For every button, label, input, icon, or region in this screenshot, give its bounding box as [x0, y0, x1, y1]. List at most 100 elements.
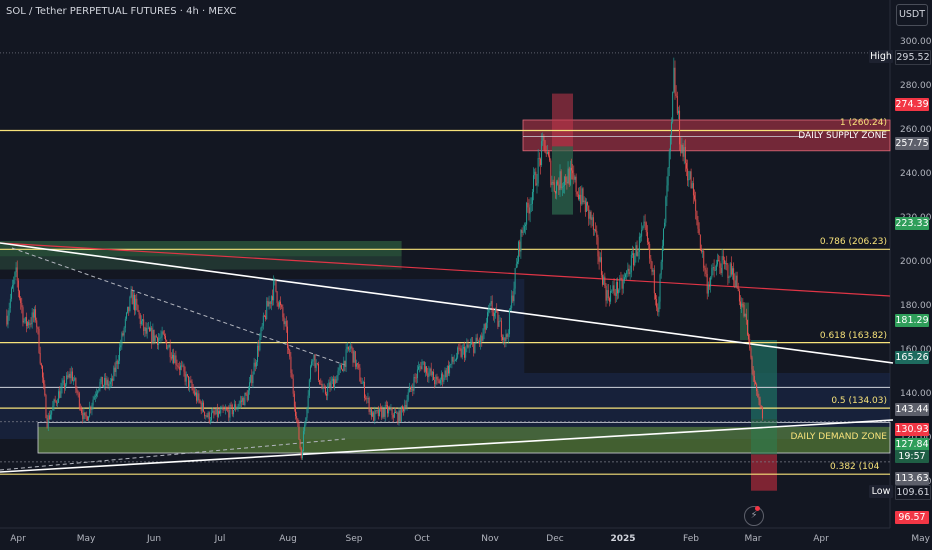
candle [405, 400, 407, 410]
candle [388, 406, 390, 417]
candle [263, 314, 265, 318]
candle [176, 359, 178, 371]
candle [53, 398, 55, 411]
fib-level-label: 0.618 (163.82) [819, 330, 887, 341]
candle [436, 373, 438, 385]
candle [759, 396, 761, 410]
candle [451, 354, 453, 369]
candle [360, 377, 362, 385]
long-stop-box [751, 454, 777, 491]
candle [430, 362, 432, 377]
candle [91, 402, 93, 416]
candle [479, 337, 480, 347]
candle [220, 405, 222, 417]
lightning-icon[interactable]: ⚡ [744, 506, 764, 526]
candle [498, 314, 500, 327]
candle [462, 343, 464, 355]
candle [192, 383, 194, 394]
candle [288, 344, 290, 354]
candle [441, 370, 442, 385]
candle [595, 222, 597, 233]
candle [205, 414, 207, 420]
candle [152, 323, 154, 345]
candle [189, 376, 191, 393]
candle [37, 326, 39, 335]
candle [359, 363, 361, 382]
candle [700, 244, 702, 254]
candle [58, 388, 60, 404]
candle [35, 305, 37, 323]
candle [614, 289, 616, 304]
candle [352, 347, 354, 367]
demand-zone-border [37, 422, 891, 454]
candle [636, 240, 638, 257]
candle [358, 361, 360, 370]
candle [350, 342, 352, 353]
candle [414, 373, 416, 383]
candle [12, 279, 14, 289]
candle [38, 326, 40, 354]
candle [507, 329, 509, 344]
candle [304, 421, 306, 435]
candle [85, 411, 87, 422]
x-tick-label: Jul [214, 534, 226, 544]
candle [269, 301, 271, 309]
price-badge: 127.84 [895, 438, 929, 451]
candle [516, 255, 518, 268]
candle [199, 399, 201, 404]
candle [351, 344, 353, 354]
candle [230, 401, 232, 409]
candle [84, 412, 86, 420]
candle [326, 391, 327, 401]
candle [539, 157, 541, 175]
candle [552, 179, 554, 185]
green-box-lower [0, 256, 402, 270]
currency-button[interactable]: USDT [896, 4, 928, 26]
candle [16, 260, 18, 288]
candle [598, 251, 600, 270]
candle [472, 337, 474, 347]
x-tick-label: Apr [813, 534, 829, 544]
candle [422, 361, 424, 365]
candle [673, 57, 675, 94]
candle [174, 352, 176, 364]
candle [566, 176, 568, 190]
y-tick-label: 140.00 [900, 389, 932, 399]
supply-zone [523, 120, 890, 151]
candle [67, 371, 69, 380]
candle [395, 407, 396, 413]
candle [482, 328, 484, 342]
candle [650, 254, 652, 269]
candle [753, 370, 755, 387]
candle [583, 196, 585, 205]
candle [581, 185, 583, 206]
candle [27, 320, 28, 329]
candle [144, 326, 146, 338]
candle [186, 373, 188, 378]
candle [280, 296, 281, 310]
candle [682, 143, 684, 162]
candle [622, 274, 624, 294]
candle [60, 382, 62, 399]
candle [712, 263, 714, 276]
candle [659, 273, 661, 310]
candle [603, 274, 605, 286]
supply-zone-label: DAILY SUPPLY ZONE [798, 130, 887, 141]
candle [585, 198, 587, 212]
candle [644, 214, 646, 230]
fib-level-label: 1 (260.24) [839, 118, 887, 129]
candle [758, 393, 760, 406]
candle [487, 309, 488, 329]
candle [162, 330, 164, 335]
candle [318, 361, 319, 382]
candle [357, 363, 359, 370]
candle [742, 298, 744, 308]
candle [528, 199, 530, 221]
candle [649, 241, 651, 264]
candle [123, 326, 125, 342]
candle [142, 318, 143, 326]
candle [631, 245, 633, 259]
supply-zone-border [522, 119, 891, 152]
